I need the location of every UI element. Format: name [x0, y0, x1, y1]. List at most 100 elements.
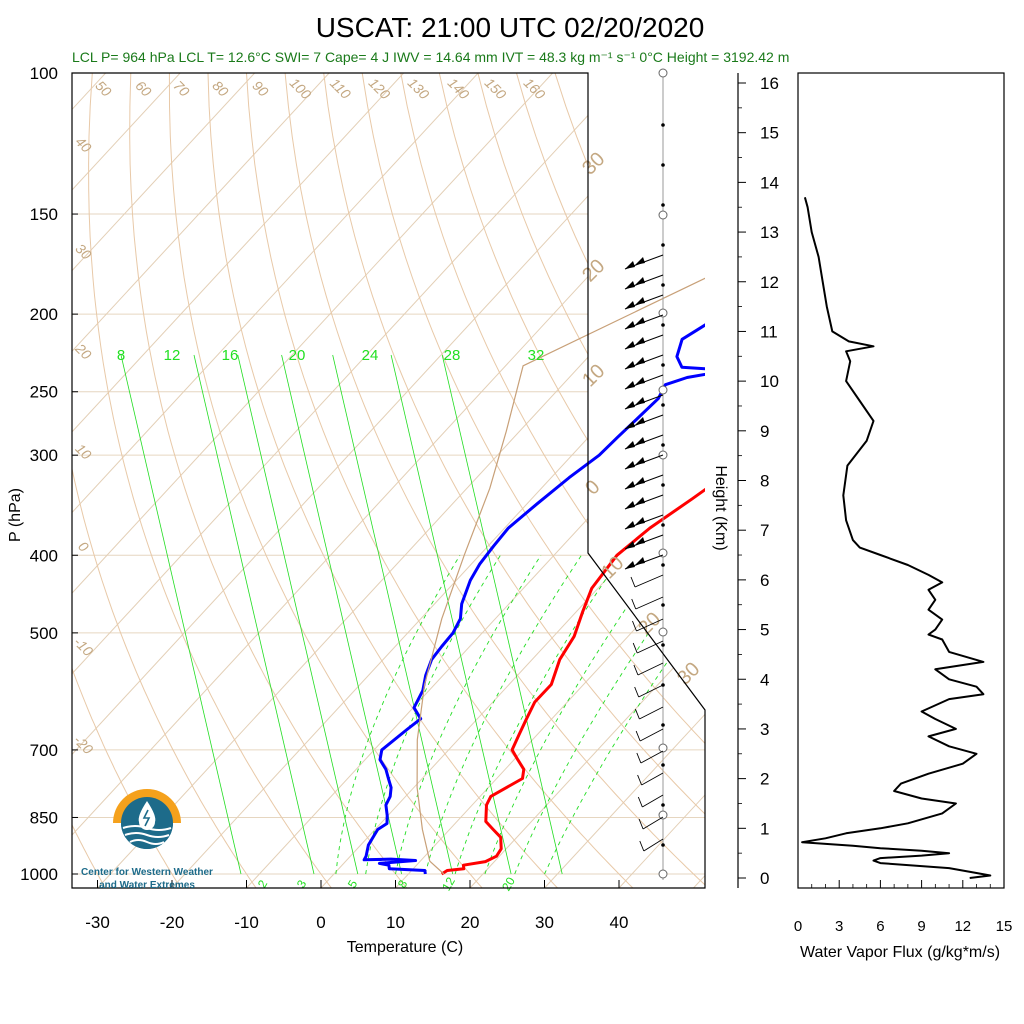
dry-adiabat: [207, 73, 559, 888]
mixing-ratio-line: [237, 354, 359, 875]
wind-barb-flag: [625, 301, 635, 309]
y-tick-label: 1000: [20, 865, 58, 884]
wind-barb-feather: [630, 576, 636, 588]
height-tick-label: 3: [760, 720, 769, 739]
mixing-ratio-line: [120, 354, 242, 875]
height-tick-label: 1: [760, 819, 769, 838]
wind-dot: [661, 603, 665, 607]
plot-mask: [588, 73, 705, 888]
wind-dot: [661, 123, 665, 127]
isotherm-line: [544, 713, 705, 888]
wind-barb-staff: [639, 706, 664, 720]
y-tick-label: 150: [30, 205, 58, 224]
wind-barb-flag: [635, 517, 645, 525]
wind-barb-staff: [635, 596, 664, 610]
height-tick-label: 8: [760, 472, 769, 491]
wind-barb-staff: [641, 772, 664, 786]
isotherm-line: [72, 73, 330, 353]
dry-adiabat: [400, 73, 705, 674]
wind-dot: [661, 363, 665, 367]
moist-adiabat: [514, 555, 704, 875]
chart-title: USCAT: 21:00 UTC 02/20/2020: [316, 12, 705, 43]
flux-x-axis-label: Water Vapor Flux (g/kg*m/s): [800, 944, 1000, 961]
dry-adiabat: [72, 466, 257, 888]
isotherm-line: [72, 73, 107, 111]
y-tick-label: 500: [30, 624, 58, 643]
isotherm-label: -20: [71, 732, 97, 758]
y-tick-label: 250: [30, 383, 58, 402]
wind-barb-feather: [635, 730, 641, 742]
dry-adiabat: [748, 73, 1024, 891]
skewt-outline: [71, 72, 706, 889]
wind-barb-column: [624, 68, 668, 880]
moist-adiabat: [454, 555, 623, 875]
isotherm-line: [768, 59, 1024, 888]
wind-barb-feather: [633, 664, 639, 676]
isotherm-label: -10: [71, 634, 97, 660]
isotherm-label: 40: [72, 133, 94, 155]
wind-barb-flag: [625, 521, 635, 529]
wind-barb-flag: [625, 261, 635, 269]
wind-barb-feather: [636, 752, 642, 764]
isotherm-label: 100: [287, 75, 315, 103]
height-tick-label: 5: [760, 621, 769, 640]
wind-circle-marker: [658, 743, 668, 753]
wind-barb-flag: [635, 397, 645, 405]
y-tick-label: 850: [30, 808, 58, 827]
wind-barb-flag: [635, 317, 645, 325]
mixing-ratio-line: [332, 354, 454, 875]
wind-barb-flag: [635, 417, 645, 425]
moist-adiabat-label: 20: [499, 874, 518, 893]
mixing-ratio-line: [281, 354, 402, 875]
isotherm-label: 90: [249, 77, 271, 99]
wind-barb-staff: [639, 728, 664, 742]
wind-barb-flag: [635, 257, 645, 265]
isotherm-label: 80: [209, 77, 231, 99]
height-tick-label: 11: [760, 322, 778, 341]
wind-barb-flag: [635, 277, 645, 285]
wind-barb-staff: [642, 816, 664, 830]
wind-barb-flag: [635, 477, 645, 485]
flux-x-tick-label: 9: [917, 918, 925, 935]
y-tick-label: 400: [30, 546, 58, 565]
cw3e-logo: Center for Western Weather and Water Ext…: [81, 788, 213, 891]
flux-x-tick-label: 3: [835, 918, 843, 935]
water-vapor-flux-profile: [801, 197, 992, 879]
wind-barb-flag: [625, 441, 635, 449]
wind-barb-feather: [631, 598, 637, 610]
wind-barb-feather: [634, 708, 640, 720]
skewt-profiles: [362, 73, 705, 888]
dry-adiabat: [361, 73, 705, 745]
height-tick-label: 16: [760, 74, 779, 93]
wind-barb-staff: [638, 684, 664, 698]
wind-circle-marker: [658, 68, 668, 78]
isotherm-label: 20: [72, 340, 95, 363]
mixing-ratio-label: 8: [117, 347, 125, 364]
x-tick-label: 10: [386, 913, 405, 932]
height-tick-label: 15: [760, 124, 779, 143]
wind-circle-marker: [658, 548, 668, 558]
wind-barb-flag: [625, 341, 635, 349]
isotherm-line: [97, 229, 705, 888]
x-tick-label: 30: [535, 913, 554, 932]
mixing-ratio-line: [193, 354, 315, 875]
isotherm-label: 140: [445, 75, 473, 103]
flux-x-tick-label: 12: [954, 918, 971, 935]
wind-barb-staff: [637, 640, 664, 654]
dry-adiabat: [72, 823, 106, 888]
mixing-ratio-label: 32: [528, 347, 545, 364]
skewt-frame: [71, 72, 706, 889]
wind-barb-flag: [625, 401, 635, 409]
wind-barb-flag: [625, 421, 635, 429]
logo-text-line2: and Water Extremes: [99, 880, 195, 891]
mixing-ratio-label: 16: [222, 347, 239, 364]
height-tick-label: 2: [760, 770, 769, 789]
isotherm-label: 160: [521, 75, 549, 103]
wind-circle-marker: [658, 210, 668, 220]
height-tick-label: 0: [760, 869, 769, 888]
dry-adiabat: [477, 73, 705, 532]
flux-x-tick-label: 0: [794, 918, 802, 935]
wind-barb-flag: [625, 461, 635, 469]
isotherm-line: [72, 73, 479, 514]
isotherm-line: [72, 73, 628, 675]
